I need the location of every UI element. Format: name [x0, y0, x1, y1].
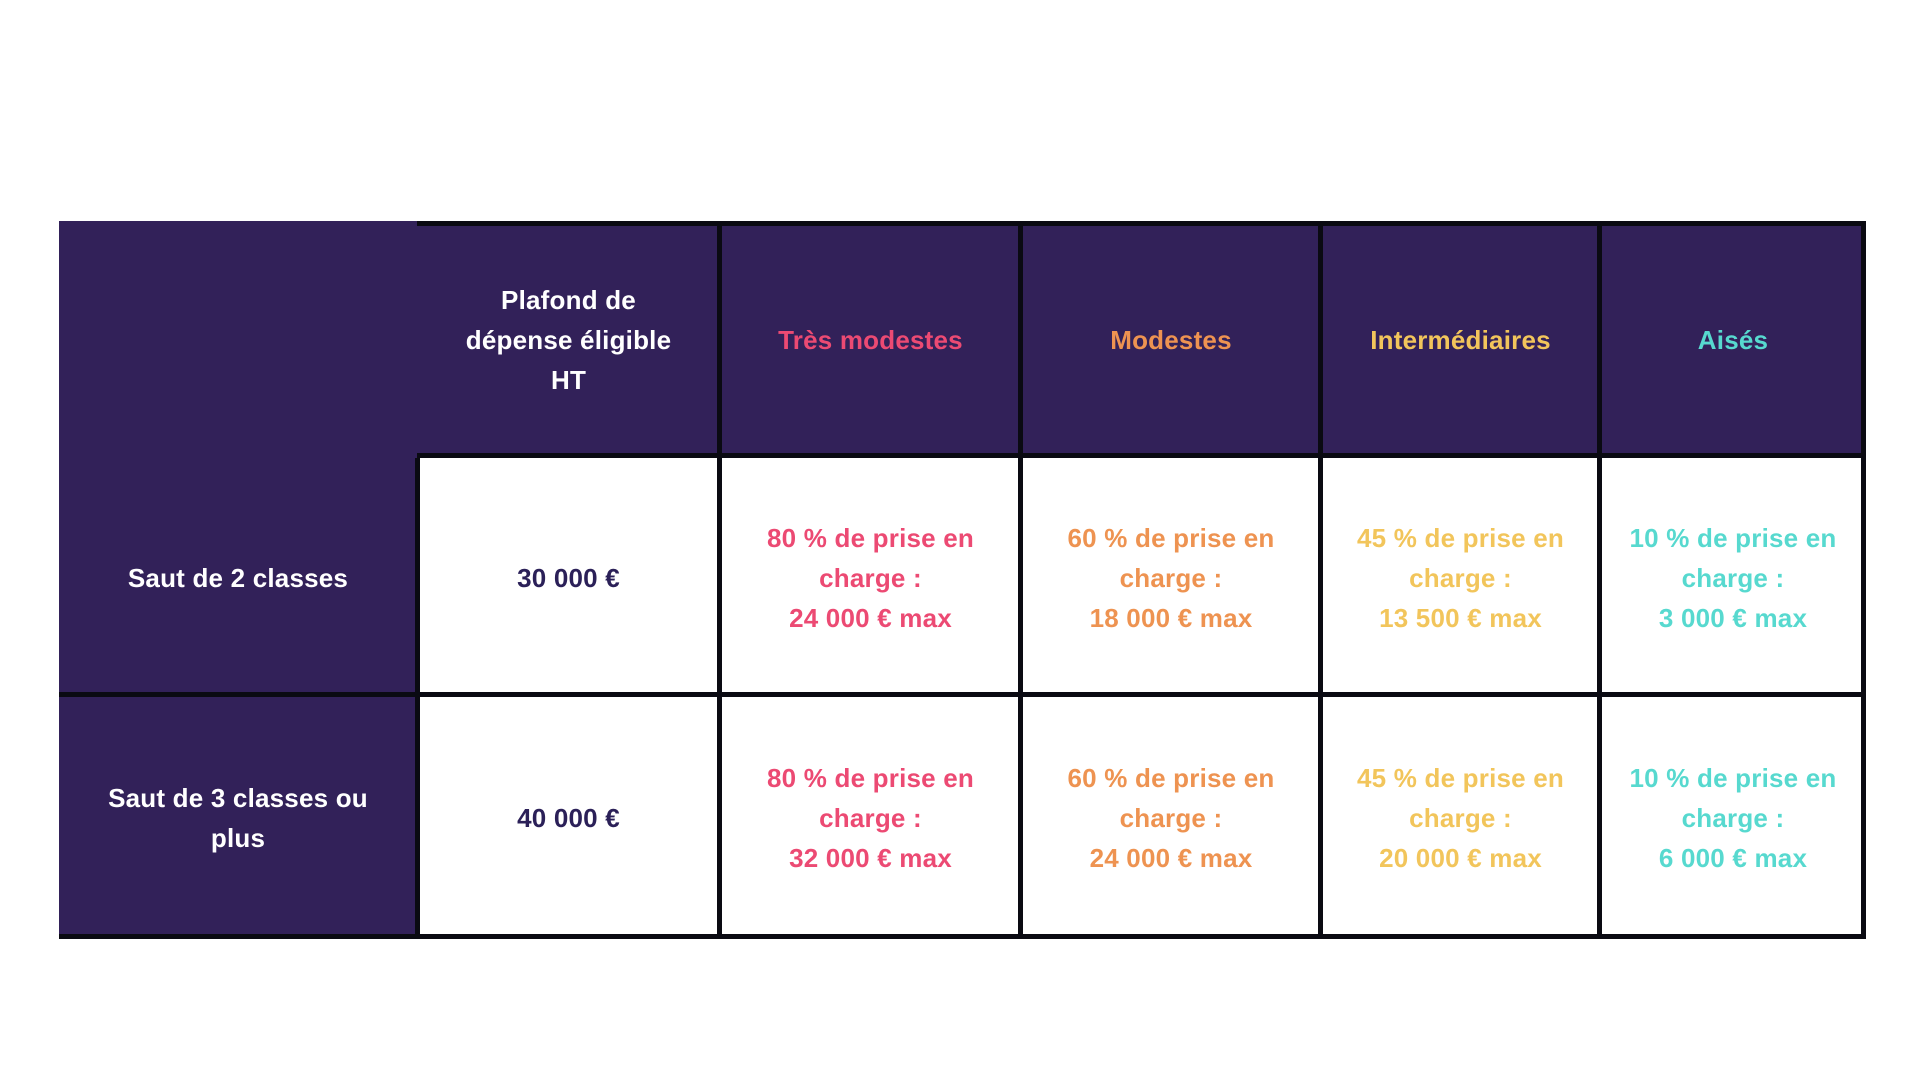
- header-cell-corner: [59, 221, 417, 458]
- header-cell-modestes: Modestes: [1110, 324, 1232, 355]
- row-label-saut-3-classes: Saut de 3 classes ou plus: [108, 783, 368, 853]
- grid-line-top: [417, 221, 1866, 226]
- header-cell-intermediaires: Intermédiaires: [1370, 324, 1551, 355]
- header-cell-tres-modestes: Très modestes: [778, 324, 963, 355]
- cell-aises-row2: 10 % de prise en charge : 6 000 € max: [1629, 763, 1837, 873]
- grid-line-col5-right: [1597, 221, 1602, 939]
- cell-modestes-row1: 60 % de prise en charge : 18 000 € max: [1067, 522, 1275, 633]
- header-cell-plafond-depense: Plafond de dépense éligible HT: [465, 284, 672, 395]
- cell-plafond-30000: 30 000 €: [517, 562, 620, 593]
- cell-tres-modestes-row2: 80 % de prise en charge : 32 000 € max: [767, 763, 974, 873]
- cell-plafond-40000: 40 000 €: [517, 803, 620, 833]
- grid-line-table-right: [1861, 221, 1866, 939]
- row-label-saut-2-classes: Saut de 2 classes: [127, 562, 349, 593]
- cell-tres-modestes-row1: 80 % de prise en charge : 24 000 € max: [767, 522, 974, 633]
- grid-line-col4-right: [1318, 221, 1323, 939]
- grid-line-col3-right: [1018, 221, 1023, 939]
- cell-intermediaires-row2: 45 % de prise en charge : 20 000 € max: [1357, 763, 1564, 873]
- cell-modestes-row2: 60 % de prise en charge : 24 000 € max: [1067, 763, 1275, 873]
- cell-intermediaires-row1: 45 % de prise en charge : 13 500 € max: [1357, 522, 1564, 633]
- header-cell-aises: Aisés: [1697, 324, 1769, 355]
- grid-line-row-divider: [59, 692, 1866, 697]
- cell-aises-row1: 10 % de prise en charge : 3 000 € max: [1629, 522, 1837, 633]
- grid-line-header-bottom: [417, 453, 1866, 458]
- grid-line-col1-right: [415, 458, 420, 939]
- row-label-column-background: [59, 221, 417, 939]
- grid-line-bottom: [59, 934, 1866, 939]
- grid-line-col2-right: [717, 221, 722, 939]
- header-row-background: [417, 221, 1866, 458]
